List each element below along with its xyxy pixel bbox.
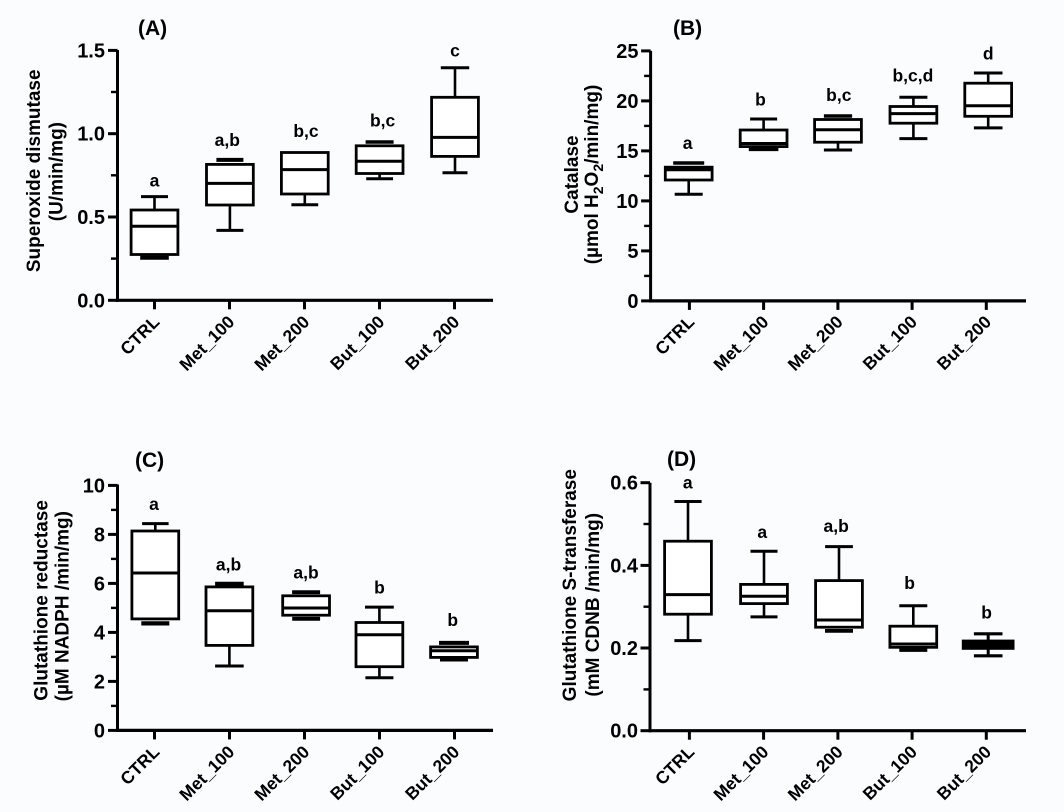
svg-text:10: 10 — [616, 191, 638, 213]
svg-text:Catalase: Catalase — [562, 135, 583, 213]
svg-text:4: 4 — [94, 622, 106, 644]
svg-text:0.0: 0.0 — [77, 290, 105, 312]
svg-text:25: 25 — [616, 41, 638, 63]
svg-text:(D): (D) — [667, 448, 696, 471]
svg-text:0: 0 — [94, 720, 105, 742]
svg-text:a,b: a,b — [293, 563, 318, 583]
svg-text:b: b — [981, 603, 992, 623]
svg-text:(mM CDNB /min/mg): (mM CDNB /min/mg) — [583, 513, 604, 697]
svg-text:0.5: 0.5 — [77, 207, 105, 229]
svg-text:0.4: 0.4 — [610, 555, 639, 577]
svg-text:b: b — [904, 573, 915, 593]
svg-text:10: 10 — [83, 475, 105, 497]
svg-text:a,b: a,b — [824, 516, 849, 536]
svg-text:c: c — [450, 41, 460, 61]
svg-text:6: 6 — [94, 573, 105, 595]
svg-text:a,b: a,b — [216, 555, 241, 575]
svg-text:15: 15 — [616, 141, 638, 163]
svg-text:(µmol H2O2/min/mg): (µmol H2O2/min/mg) — [582, 85, 606, 265]
svg-text:0.2: 0.2 — [610, 638, 638, 660]
svg-text:b: b — [447, 610, 458, 630]
svg-text:a: a — [757, 522, 767, 542]
svg-text:(U/min/mg): (U/min/mg) — [47, 122, 68, 221]
svg-text:20: 20 — [616, 91, 638, 113]
svg-text:(µM NADPH /min/mg): (µM NADPH /min/mg) — [53, 511, 74, 701]
svg-text:Superoxide dismutase: Superoxide dismutase — [24, 69, 45, 272]
svg-text:a: a — [149, 494, 159, 514]
svg-text:0.0: 0.0 — [610, 721, 638, 743]
svg-text:(B): (B) — [673, 17, 702, 40]
svg-text:0: 0 — [627, 291, 638, 313]
svg-text:1.5: 1.5 — [77, 40, 105, 62]
svg-text:Glutathione S-transferase: Glutathione S-transferase — [560, 469, 581, 701]
svg-text:0.6: 0.6 — [610, 473, 638, 495]
svg-text:b: b — [755, 90, 766, 110]
svg-text:b,c,d: b,c,d — [892, 66, 933, 86]
svg-text:d: d — [983, 44, 994, 64]
svg-text:8: 8 — [94, 524, 105, 546]
svg-text:(A): (A) — [138, 17, 167, 40]
svg-text:b,c: b,c — [293, 121, 319, 141]
svg-text:b: b — [374, 578, 385, 598]
svg-text:2: 2 — [94, 671, 105, 693]
svg-text:5: 5 — [627, 241, 638, 263]
svg-text:b,c: b,c — [370, 111, 396, 131]
svg-text:1.0: 1.0 — [77, 124, 105, 146]
svg-text:a: a — [683, 133, 693, 153]
svg-text:Glutathione reductase: Glutathione reductase — [32, 500, 53, 701]
svg-text:a: a — [683, 473, 693, 493]
svg-text:b,c: b,c — [826, 85, 852, 105]
svg-text:a: a — [150, 171, 160, 191]
svg-text:a,b: a,b — [215, 130, 240, 150]
svg-text:(C): (C) — [135, 449, 164, 472]
